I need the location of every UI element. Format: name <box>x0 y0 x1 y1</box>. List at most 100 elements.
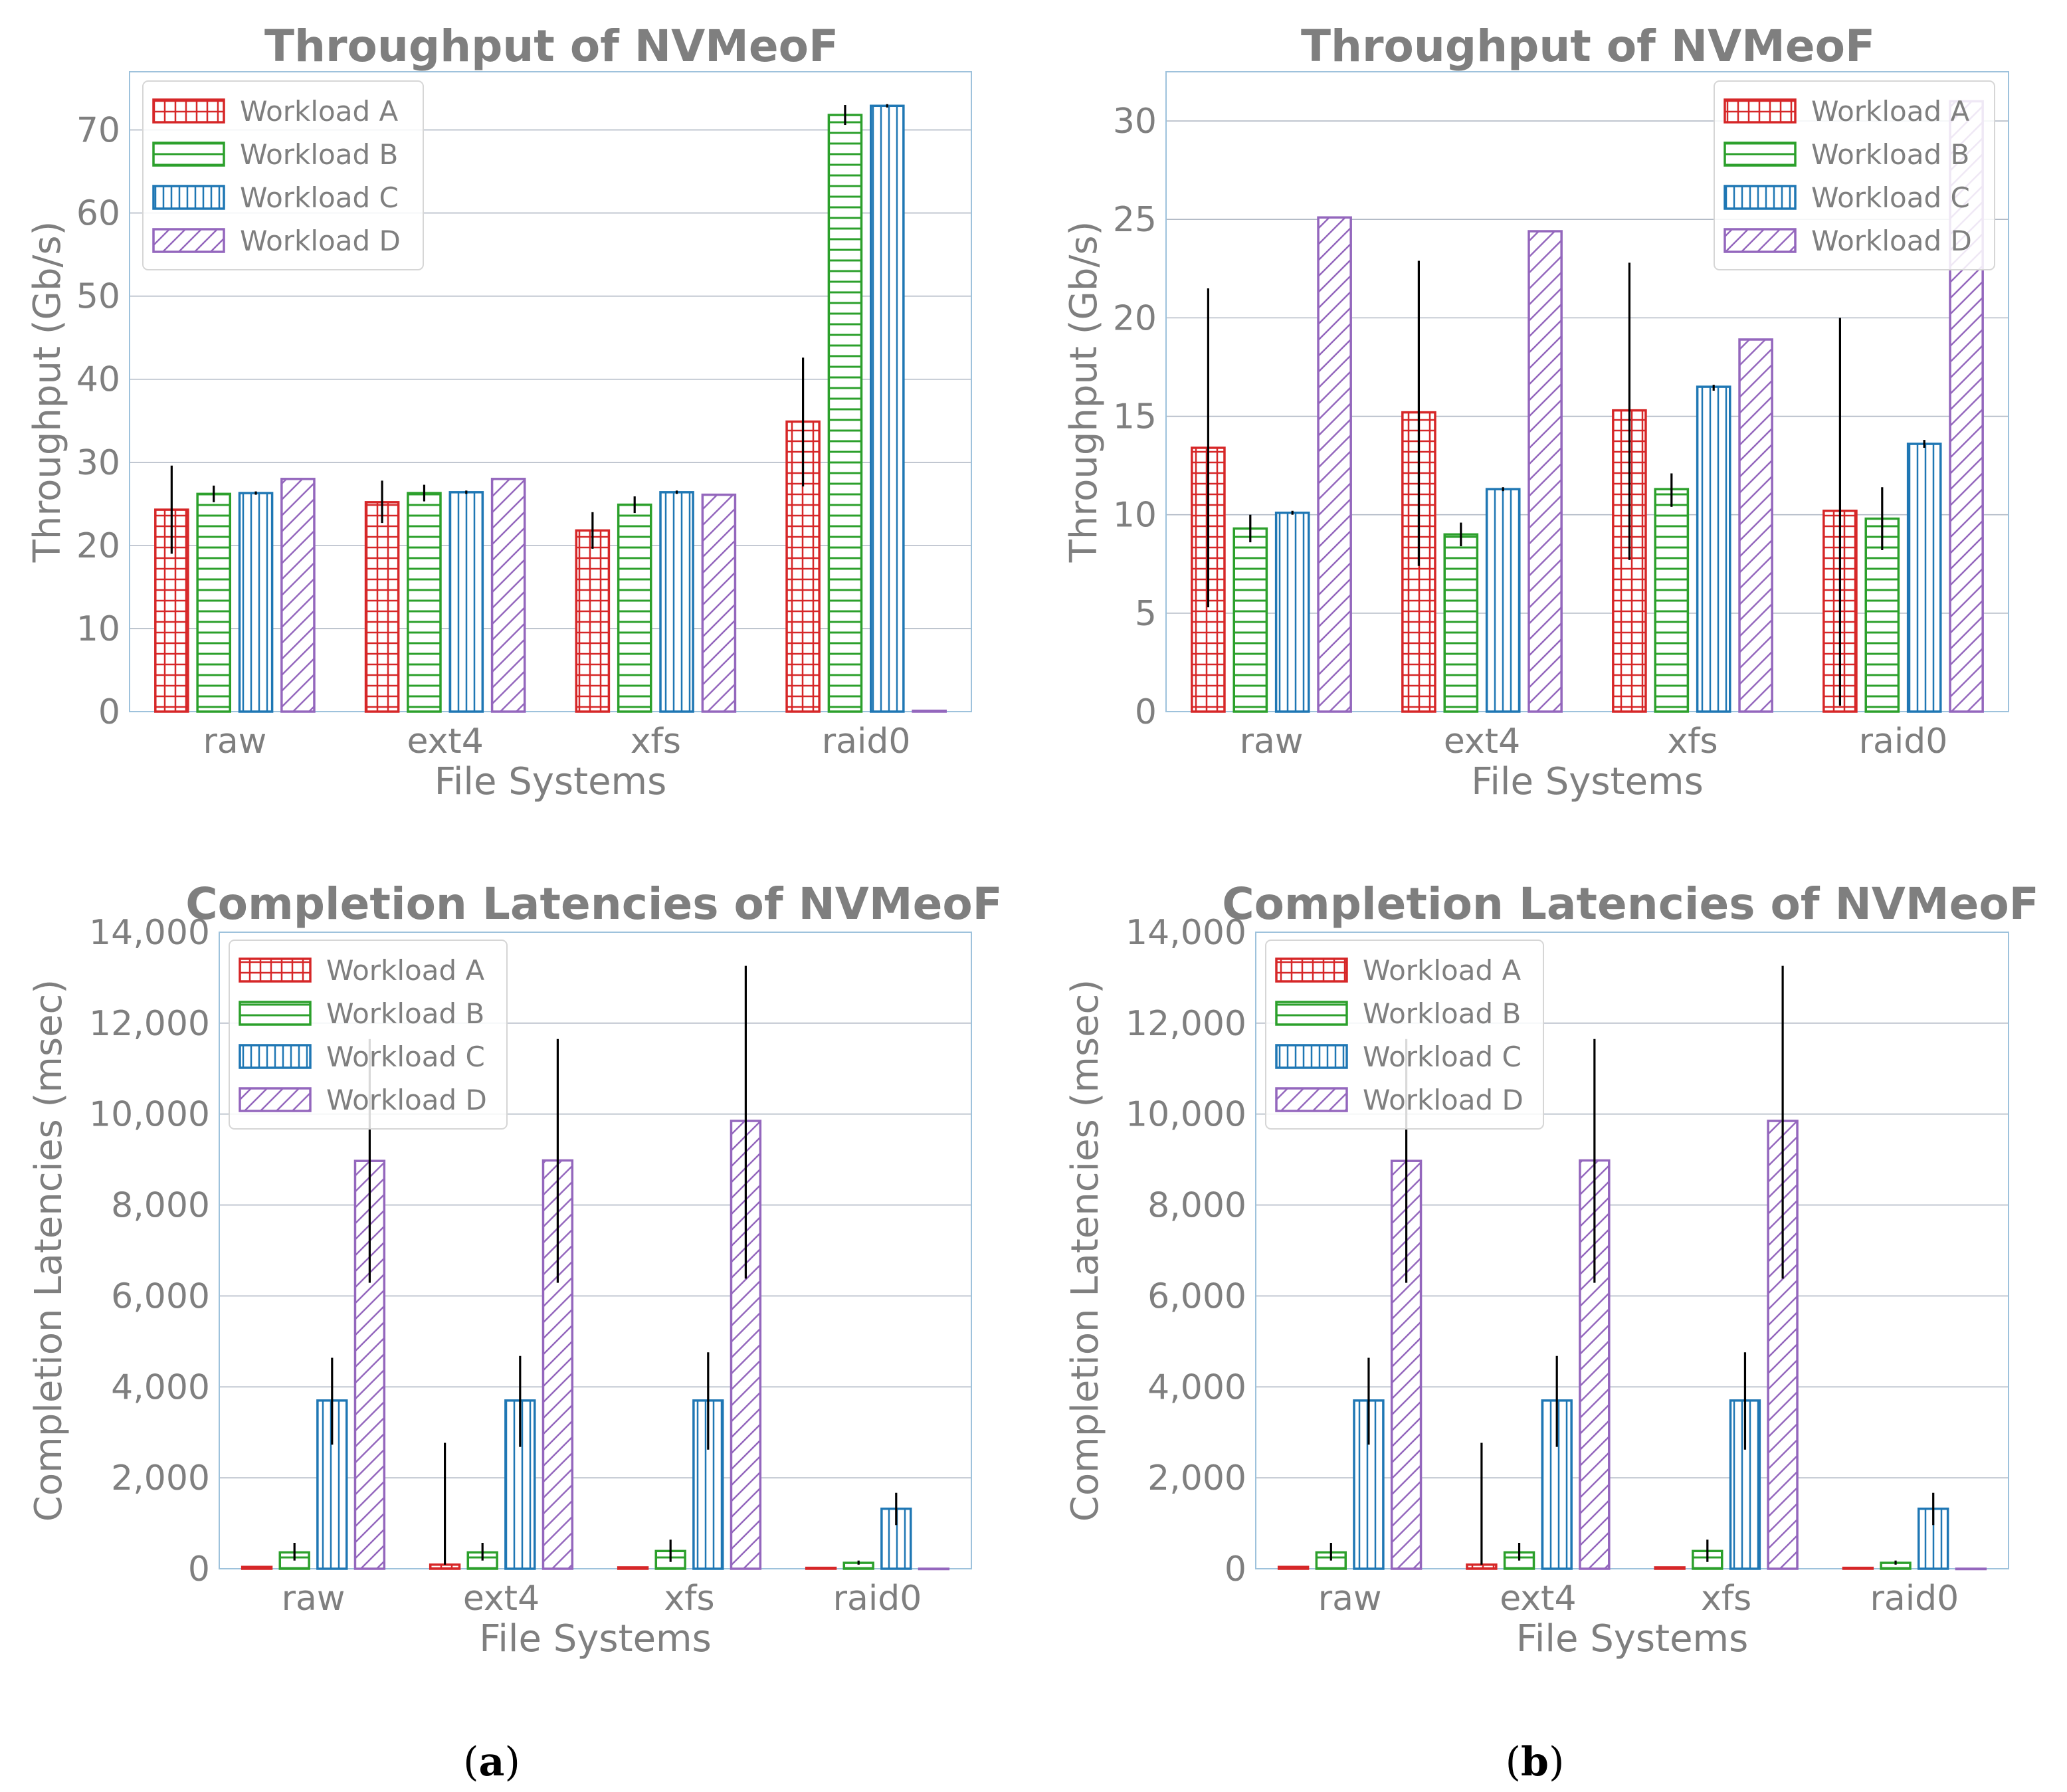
plot-frame <box>1165 71 2009 712</box>
x-tick-label-ext4: ext4 <box>1444 722 1520 761</box>
bar-workload-b-raid0 <box>827 114 863 713</box>
bar-workload-d-raw <box>1317 216 1352 713</box>
x-tick-label-raw: raw <box>1318 1579 1382 1619</box>
bar-workload-a-xfs <box>617 1566 649 1570</box>
x-tick-label-xfs: xfs <box>1701 1579 1751 1619</box>
y-tick-label: 30 <box>76 443 120 483</box>
bar-workload-d-xfs <box>1738 338 1773 713</box>
y-tick-label: 10 <box>1113 496 1157 536</box>
y-tick-label: 4,000 <box>1147 1367 1246 1407</box>
chart-title: Throughput of NVMeoF <box>1301 21 1875 72</box>
legend-box <box>229 940 508 1130</box>
legend-swatch-workload-c <box>239 1044 312 1069</box>
legend-label-workload-b: Workload B <box>1811 138 1969 171</box>
y-axis-label: Throughput (Gb/s) <box>26 221 69 563</box>
legend-label-workload-c: Workload C <box>1811 181 1970 214</box>
bar-workload-d-ext4 <box>490 478 526 713</box>
bar-workload-d-raid0 <box>912 709 947 713</box>
x-tick-label-raid0: raid0 <box>1870 1579 1959 1619</box>
legend-swatch-workload-c <box>1275 1044 1348 1069</box>
legend-label-workload-c: Workload C <box>326 1041 485 1073</box>
bar-workload-a-raw <box>1277 1565 1310 1570</box>
y-tick-label: 0 <box>1225 1549 1246 1589</box>
y-tick-label: 8,000 <box>111 1186 210 1226</box>
y-tick-label: 4,000 <box>111 1367 210 1407</box>
plot-frame <box>1255 932 2009 1569</box>
bar-workload-c-raid0 <box>870 104 905 713</box>
legend-swatch-workload-a <box>1275 957 1348 983</box>
legend-swatch-workload-a <box>152 98 225 124</box>
legend-label-workload-b: Workload B <box>326 997 484 1030</box>
x-axis-label: File Systems <box>435 760 667 803</box>
legend: Workload A Workload B Workload C Workload D <box>1265 940 1544 1130</box>
x-tick-label-raid0: raid0 <box>822 722 911 761</box>
y-tick-label: 50 <box>76 277 120 317</box>
bar-workload-d-xfs <box>701 493 737 713</box>
legend-swatch-workload-c <box>152 185 225 210</box>
plot-frame <box>129 71 972 712</box>
x-tick-label-xfs: xfs <box>664 1579 714 1619</box>
y-tick-label: 15 <box>1113 397 1157 437</box>
chart-latency-b: 0 2,000 4,000 6,000 8,000 10,000 12,000 14,000 r… <box>1064 878 2039 1660</box>
bar-workload-a-raw <box>241 1565 273 1570</box>
bar-workload-c-raid0 <box>1906 443 1942 713</box>
chart-latency-a: 0 2,000 4,000 6,000 8,000 10,000 12,000 14,000 r… <box>27 878 1003 1660</box>
chart-throughput-b: 0 5 10 15 20 25 30 raw ext4 xfs raid0 File Systems T… <box>1062 21 2009 803</box>
bar-workload-b-xfs <box>617 503 652 713</box>
plot-frame <box>219 932 972 1569</box>
legend-label-workload-a: Workload A <box>1363 954 1521 987</box>
y-tick-label: 10,000 <box>1126 1095 1246 1135</box>
y-tick-label: 12,000 <box>1126 1004 1246 1044</box>
legend-label-workload-b: Workload B <box>1363 997 1521 1030</box>
y-tick-label: 2,000 <box>1147 1458 1246 1498</box>
bar-workload-a-raid0 <box>1842 1566 1874 1570</box>
y-tick-label: 70 <box>76 111 120 151</box>
legend-swatch-workload-d <box>1275 1087 1348 1112</box>
y-tick-label: 0 <box>188 1549 210 1589</box>
x-tick-label-ext4: ext4 <box>1500 1579 1576 1619</box>
y-tick-label: 12,000 <box>89 1004 210 1044</box>
bar-workload-a-raid0 <box>805 1566 837 1570</box>
chart-throughput-a: 0 10 20 30 40 50 60 70 raw ext4 xfs raid0 File Syste… <box>26 21 972 803</box>
y-tick-label: 0 <box>1135 692 1157 732</box>
legend-label-workload-a: Workload A <box>326 954 484 987</box>
y-tick-label: 14,000 <box>89 913 210 953</box>
y-tick-label: 6,000 <box>1147 1276 1246 1316</box>
bar-workload-d-raw <box>280 478 316 713</box>
x-axis-label: File Systems <box>1516 1617 1749 1660</box>
legend-swatch-workload-d <box>152 228 225 253</box>
chart-title: Throughput of NVMeoF <box>264 21 838 72</box>
y-tick-label: 5 <box>1135 594 1157 634</box>
x-axis-label: File Systems <box>1471 760 1704 803</box>
bar-workload-b-raw <box>1232 527 1268 713</box>
x-axis-label: File Systems <box>479 1617 712 1660</box>
bar-workload-c-xfs <box>1696 385 1731 713</box>
bar-workload-a-ext4 <box>364 501 400 713</box>
bar-workload-a-ext4 <box>1466 1563 1498 1570</box>
legend-label-workload-d: Workload D <box>326 1084 487 1116</box>
legend-swatch-workload-a <box>239 957 312 983</box>
legend-swatch-workload-b <box>239 1001 312 1026</box>
chart-title: Completion Latencies of NVMeoF <box>1222 878 2039 930</box>
legend-box <box>142 80 424 270</box>
y-tick-label: 8,000 <box>1147 1186 1246 1226</box>
legend-swatch-workload-c <box>1723 185 1797 210</box>
chart-title: Completion Latencies of NVMeoF <box>185 878 1003 930</box>
y-tick-label: 10,000 <box>89 1095 210 1135</box>
x-tick-label-raid0: raid0 <box>833 1579 922 1619</box>
y-tick-label: 20 <box>1113 298 1157 338</box>
legend-swatch-workload-b <box>1275 1001 1348 1026</box>
y-axis-label: Completion Latencies (msec) <box>27 979 70 1522</box>
bar-workload-b-raw <box>196 492 231 713</box>
legend-label-workload-a: Workload A <box>240 95 398 128</box>
x-tick-label-raw: raw <box>1240 722 1304 761</box>
bar-workload-c-ext4 <box>1485 488 1521 713</box>
y-tick-label: 25 <box>1113 200 1157 240</box>
bar-workload-b-raid0 <box>1864 517 1900 713</box>
bar-workload-c-ext4 <box>448 491 484 713</box>
bar-workload-c-raw <box>1274 511 1310 713</box>
legend-swatch-workload-d <box>239 1087 312 1112</box>
legend-label-workload-b: Workload B <box>240 138 398 171</box>
legend-label-workload-c: Workload C <box>1363 1041 1522 1073</box>
y-axis-label: Completion Latencies (msec) <box>1064 979 1107 1522</box>
